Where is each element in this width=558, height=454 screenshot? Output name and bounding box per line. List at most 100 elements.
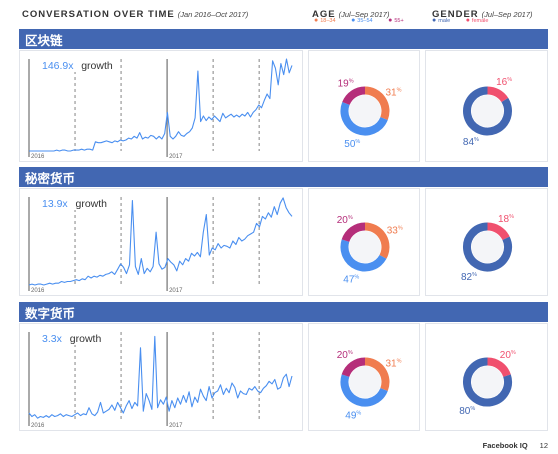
- age-panel-2: 33% 47% 20%: [308, 188, 420, 296]
- donut-slice-1834: [364, 222, 390, 259]
- year-tick-label: 2017: [169, 154, 183, 160]
- age-donut-3: 31% 49% 20%: [337, 350, 402, 422]
- line-panel-1: 2016 2017 146.9x growth: [19, 50, 303, 162]
- slice-value-label: 82%: [461, 272, 477, 283]
- dot-icon: ●: [388, 17, 393, 24]
- donut-slice-1834: [364, 86, 390, 121]
- donut-slice-female: [487, 222, 510, 241]
- age-legend: ● 18–34 ● 35–54 ● 55+: [314, 17, 418, 24]
- age-range: (Jul–Sep 2017): [338, 10, 390, 19]
- age-legend-item: ● 18–34: [314, 17, 343, 24]
- section-title: 数字货币: [25, 306, 76, 321]
- growth-label: growth: [81, 60, 113, 72]
- donut-slice-55+: [341, 222, 366, 243]
- donut-slice-3554: [340, 101, 388, 136]
- donut-hole: [471, 231, 504, 263]
- donut-slice-male: [463, 86, 512, 136]
- brand-name: Facebook IQ: [482, 441, 528, 450]
- gender-legend: ● male ● female: [432, 17, 502, 24]
- slice-value-label: 20%: [337, 350, 353, 361]
- line-panel-3: 2016 2017 3.3x growth: [19, 323, 303, 431]
- donut-hole: [349, 95, 381, 127]
- conversation-range: (Jan 2016–Oct 2017): [177, 10, 249, 19]
- section-bar-3: 数字货币: [19, 302, 548, 322]
- age-panel-1: 31% 50% 19%: [308, 50, 420, 162]
- footer: Facebook IQ 12: [483, 441, 548, 450]
- slice-value-label: 16%: [496, 77, 512, 88]
- growth-label: growth: [70, 333, 102, 345]
- slice-value-label: 49%: [345, 411, 361, 422]
- conversation-header: CONVERSATION OVER TIME (Jan 2016–Oct 2017…: [22, 4, 248, 22]
- gender-title: GENDER: [432, 9, 479, 20]
- gender-donut-1: 16% 84%: [463, 77, 512, 148]
- growth-label-bg: [40, 196, 112, 210]
- gender-legend-label: male: [438, 18, 451, 24]
- age-title: AGE: [312, 9, 336, 20]
- line-panel-2: 2016 2017 13.9x growth: [19, 188, 303, 296]
- age-donut-2: 33% 47% 20%: [337, 215, 403, 286]
- year-tick-label: 2016: [31, 423, 45, 429]
- age-legend-label: 35–54: [357, 18, 373, 24]
- donut-slice-3554: [340, 239, 387, 272]
- slice-value-label: 84%: [463, 137, 479, 148]
- age-donut-1: 31% 50% 19%: [338, 79, 402, 151]
- line-chart-3: 2016 2017 3.3x growth: [28, 331, 293, 429]
- slice-value-label: 18%: [498, 214, 514, 225]
- growth-value: 3.3x: [42, 333, 63, 345]
- donut-slice-male: [463, 222, 512, 272]
- gender-legend-item: ● male: [432, 17, 457, 24]
- growth-label-bg: [40, 331, 106, 345]
- section-title: 秘密货币: [25, 171, 76, 186]
- page-number: 12: [539, 441, 548, 450]
- gender-panel-3: 20% 80%: [425, 323, 548, 431]
- series-line: [28, 335, 293, 419]
- gender-header: GENDER (Jul–Sep 2017): [432, 4, 533, 22]
- line-chart-2: 2016 2017 13.9x growth: [28, 196, 293, 294]
- growth-label-bg: [40, 58, 118, 72]
- gender-donut-3: 20% 80%: [459, 350, 516, 417]
- year-tick-label: 2017: [169, 423, 183, 429]
- gender-panel-2: 18% 82%: [425, 188, 548, 296]
- year-tick-label: 2016: [31, 288, 45, 294]
- donut-slice-55+: [342, 86, 366, 106]
- line-chart-1: 2016 2017 146.9x growth: [28, 58, 293, 160]
- slice-value-label: 47%: [343, 275, 359, 286]
- growth-label: growth: [76, 198, 108, 210]
- age-legend-label: 18–34: [320, 18, 336, 24]
- slice-value-label: 50%: [344, 139, 360, 150]
- gender-range: (Jul–Sep 2017): [481, 10, 533, 19]
- conversation-title: CONVERSATION OVER TIME: [22, 9, 175, 20]
- slice-value-label: 80%: [459, 406, 475, 417]
- section-bar-2: 秘密货币: [19, 167, 548, 187]
- donut-slice-female: [487, 357, 511, 378]
- gender-legend-label: female: [471, 18, 489, 24]
- growth-value: 146.9x: [42, 60, 74, 72]
- year-tick-label: 2016: [31, 154, 45, 160]
- donut-hole: [471, 366, 504, 398]
- age-legend-item: ● 55+: [388, 17, 411, 24]
- donut-slice-3554: [340, 374, 388, 407]
- donut-hole: [349, 366, 381, 398]
- age-header: AGE (Jul–Sep 2017): [312, 4, 389, 22]
- age-panel-3: 31% 49% 20%: [308, 323, 420, 431]
- donut-slice-female: [487, 86, 509, 103]
- donut-slice-male: [463, 357, 512, 407]
- dot-icon: ●: [465, 17, 470, 24]
- gender-donut-2: 18% 82%: [461, 214, 514, 283]
- donut-hole: [471, 95, 504, 127]
- age-legend-item: ● 35–54: [351, 17, 380, 24]
- donut-slice-55+: [341, 357, 366, 378]
- slice-value-label: 31%: [385, 359, 401, 370]
- section-title: 区块链: [25, 33, 63, 48]
- gender-panel-1: 16% 84%: [425, 50, 548, 162]
- series-line: [29, 58, 293, 152]
- donut-hole: [349, 231, 381, 263]
- series-line: [28, 197, 293, 286]
- growth-value: 13.9x: [42, 198, 68, 210]
- slice-value-label: 20%: [500, 350, 516, 361]
- slice-value-label: 20%: [337, 215, 353, 226]
- slice-value-label: 19%: [338, 79, 354, 90]
- gender-legend-item: ● female: [465, 17, 496, 24]
- dot-icon: ●: [351, 17, 356, 24]
- slice-value-label: 31%: [385, 88, 401, 99]
